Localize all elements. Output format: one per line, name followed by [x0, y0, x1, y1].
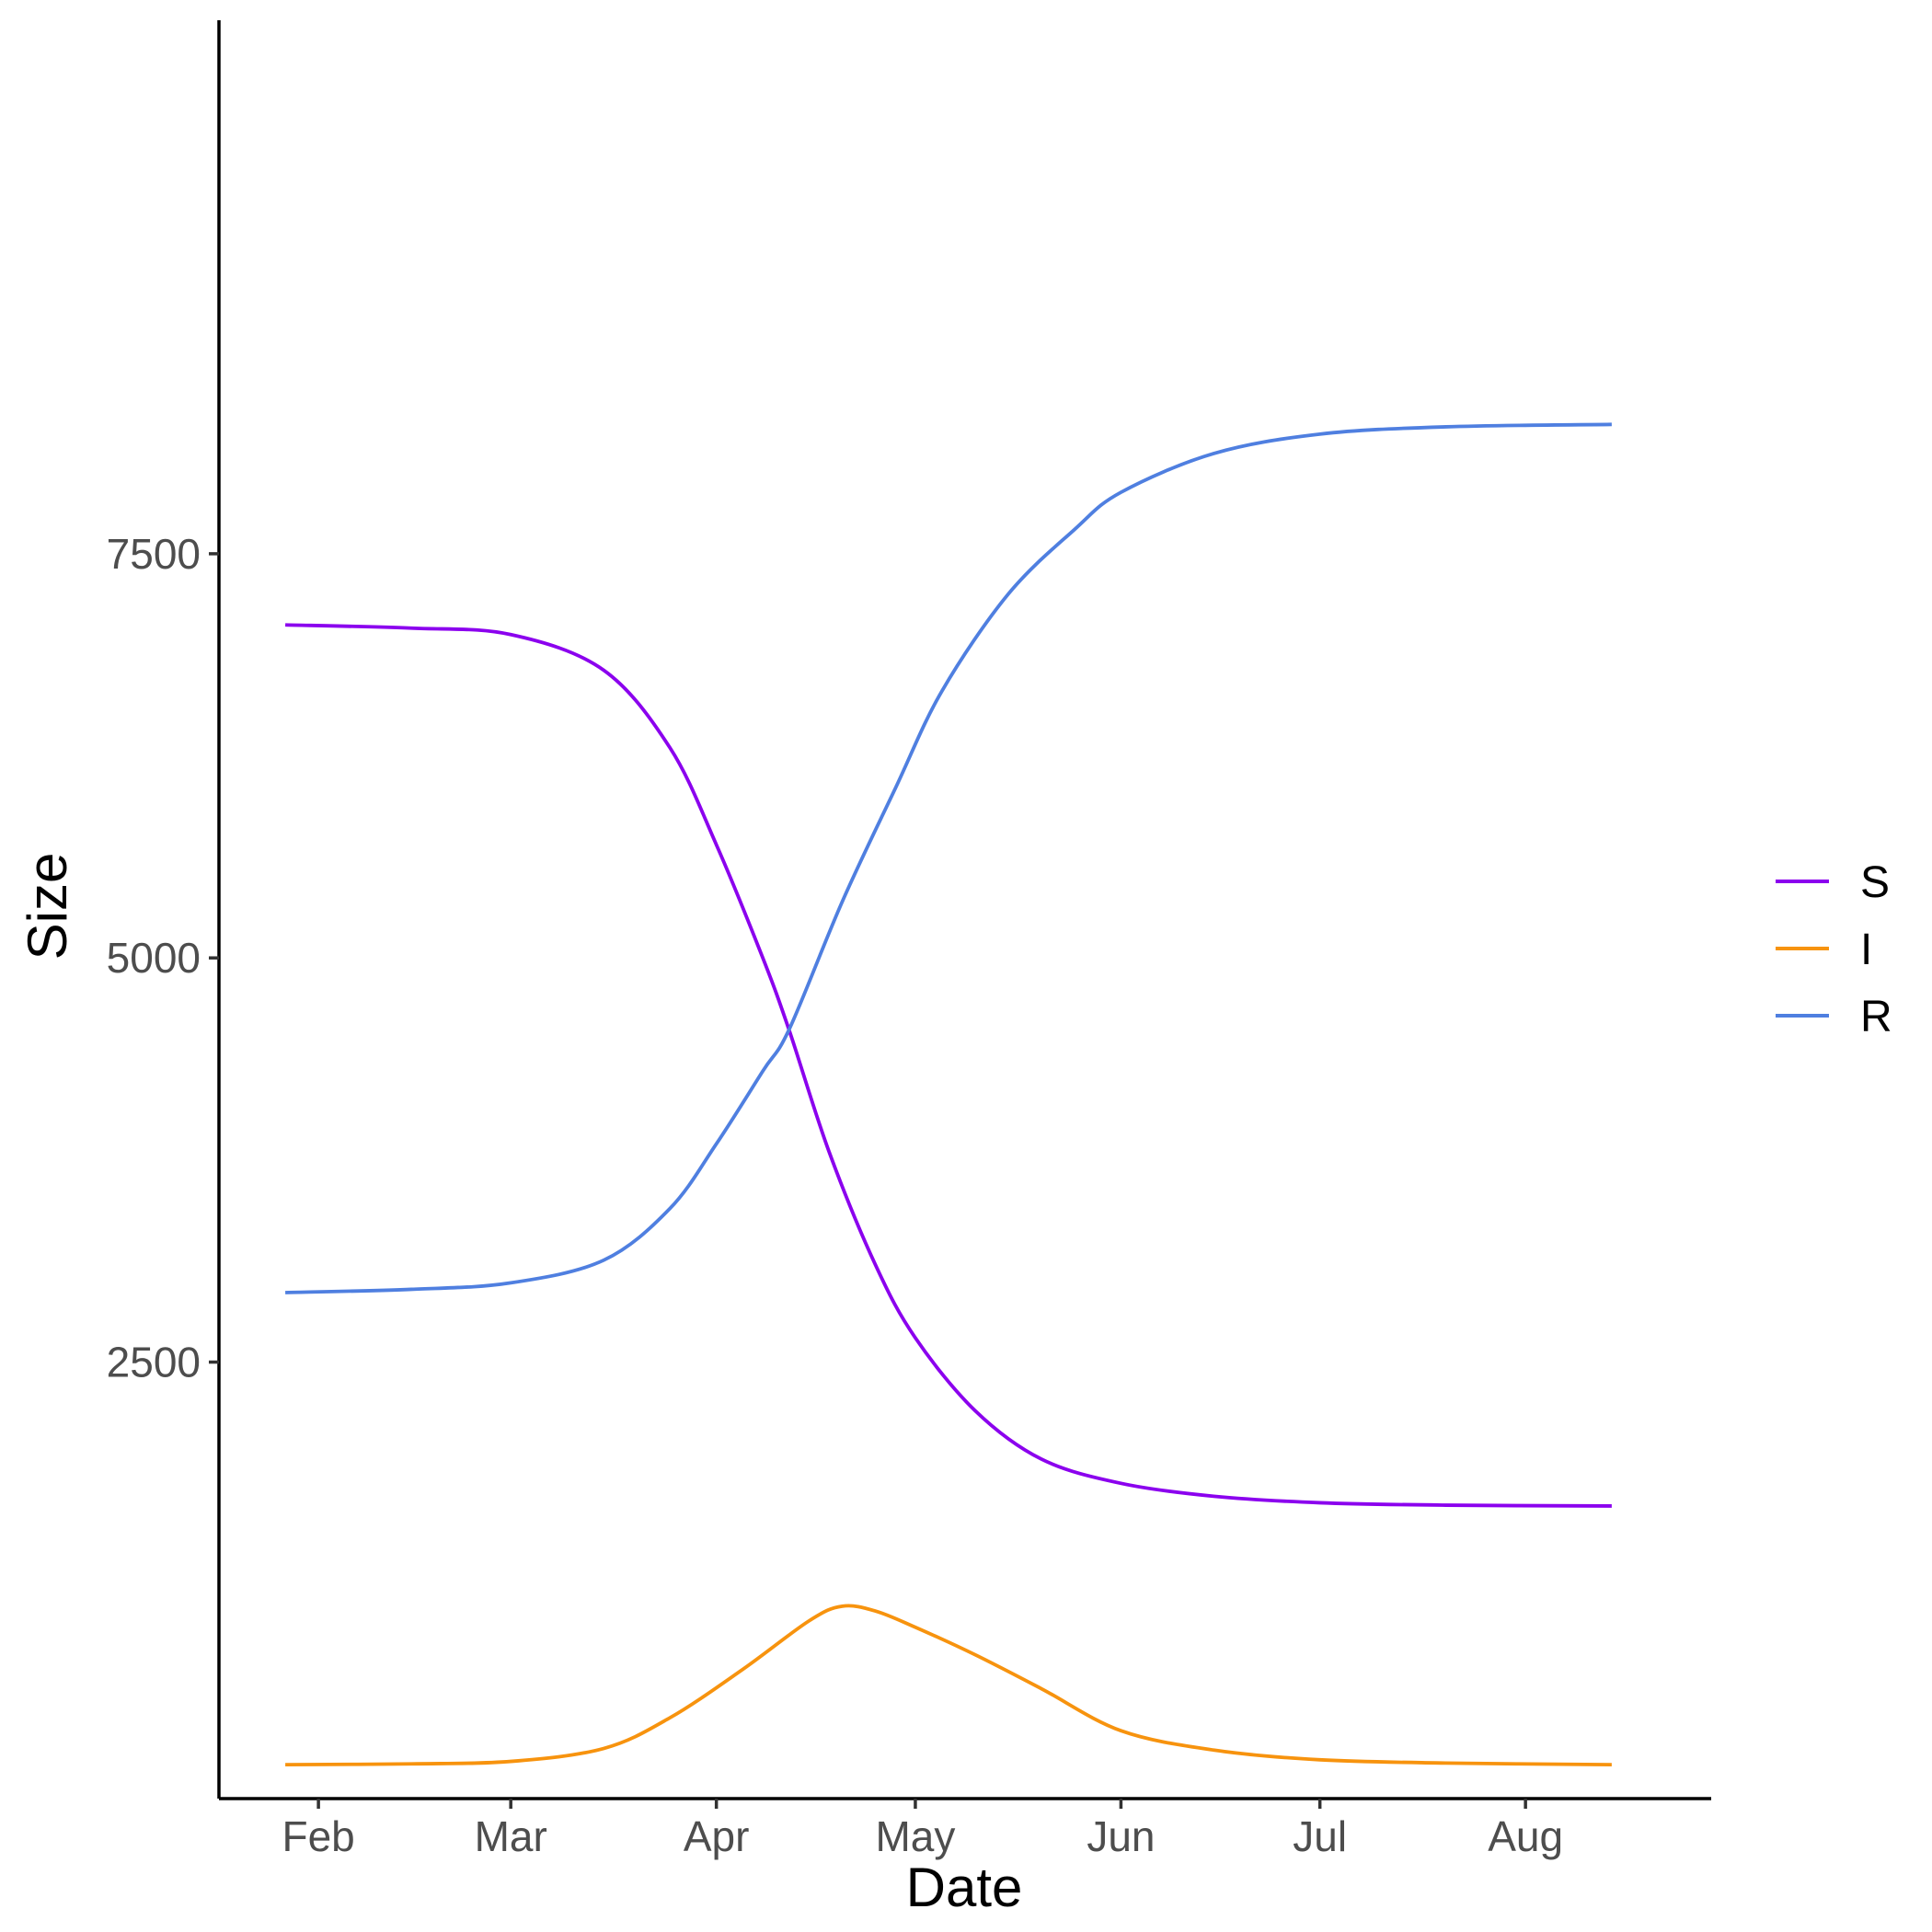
x-tick-label: May: [875, 1812, 955, 1860]
legend-label-i: I: [1860, 926, 1872, 974]
x-tick-label: Jul: [1293, 1812, 1347, 1860]
y-tick-label: 5000: [107, 934, 201, 982]
series-line-s: [285, 623, 1612, 1508]
legend-label-r: R: [1860, 993, 1892, 1041]
x-axis-title: Date: [906, 1857, 1023, 1918]
y-tick-label: 2500: [107, 1339, 201, 1386]
series-layer: [285, 422, 1612, 1766]
y-axis-title: Size: [17, 853, 78, 960]
x-tick-label: Aug: [1488, 1812, 1563, 1860]
y-tick-label: 7500: [107, 530, 201, 578]
x-tick-label: Feb: [282, 1812, 355, 1860]
legend: SIR: [1776, 858, 1892, 1041]
series-line-r: [285, 422, 1612, 1294]
x-tick-label: Mar: [475, 1812, 547, 1860]
axes-layer: 2500 5000 7500 Feb Mar Apr May Jun Jul Aug: [107, 20, 1711, 1860]
x-tick-label: Apr: [684, 1812, 750, 1860]
legend-label-s: S: [1860, 858, 1890, 907]
series-line-i: [285, 1604, 1612, 1766]
x-tick-label: Jun: [1087, 1812, 1155, 1860]
